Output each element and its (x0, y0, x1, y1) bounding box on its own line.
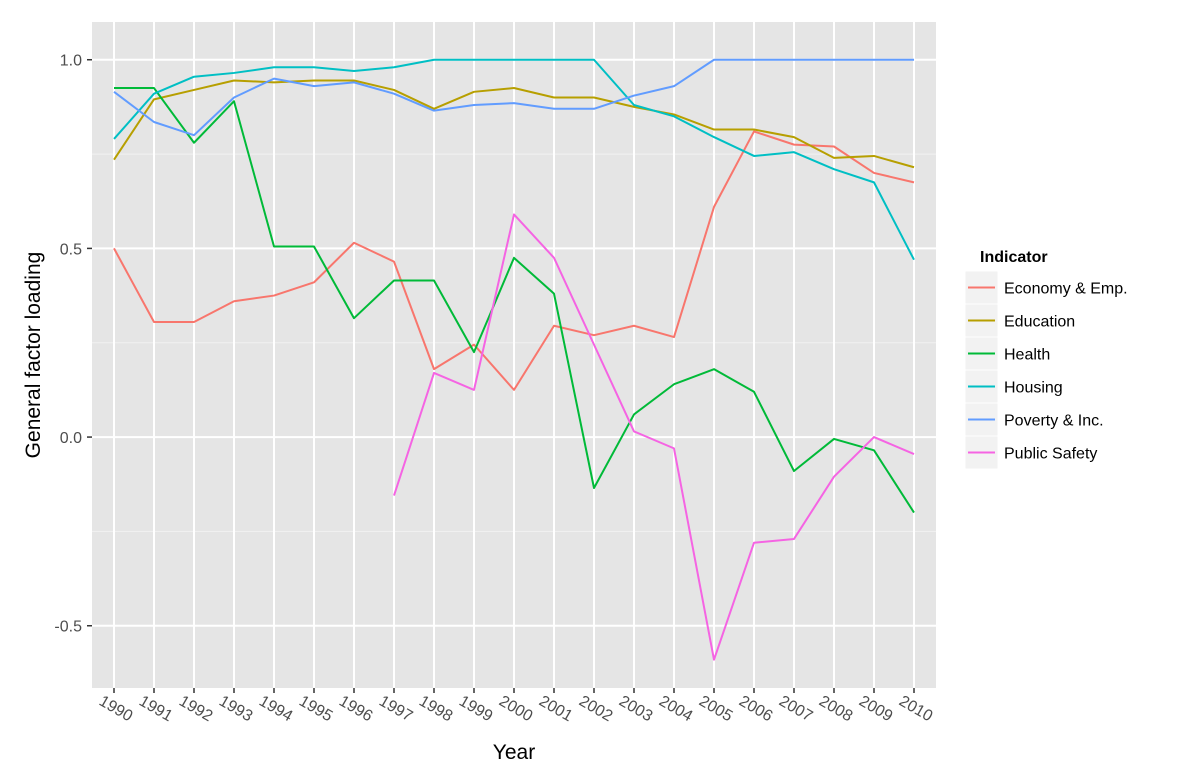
legend-label: Housing (1004, 380, 1063, 397)
y-tick-label: 0.0 (60, 430, 82, 447)
x-tick-label: 2002 (576, 693, 615, 726)
legend-label: Education (1004, 314, 1075, 331)
x-tick-label: 2005 (696, 693, 735, 726)
x-axis-ticks: 1990 1991 1992 1993 1994 1995 1996 1997 1998 1999… (96, 688, 935, 725)
legend-title: Indicator (980, 249, 1048, 266)
x-tick-label: 2000 (496, 693, 535, 726)
x-tick-label: 1993 (216, 693, 255, 726)
grid-lines (92, 22, 936, 688)
y-tick-label: -0.5 (54, 619, 82, 636)
x-tick-label: 1996 (336, 693, 375, 726)
legend-label: Economy & Emp. (1004, 281, 1128, 298)
y-tick-label: 0.5 (60, 241, 82, 258)
x-tick-label: 2007 (776, 693, 815, 726)
series-line-public-safety (393, 213, 915, 661)
x-tick-label: 2003 (616, 693, 655, 726)
x-tick-label: 2008 (816, 693, 855, 726)
x-tick-label: 2001 (536, 693, 575, 726)
x-tick-label: 2004 (656, 693, 695, 726)
series-line-economy-emp (113, 130, 915, 391)
x-tick-label: 1998 (416, 693, 455, 726)
x-tick-label: 1995 (296, 693, 335, 726)
legend-label: Poverty & Inc. (1004, 413, 1104, 430)
x-tick-label: 2009 (856, 693, 895, 726)
series-line-poverty-inc (113, 58, 914, 137)
x-tick-label: 1992 (176, 693, 215, 726)
legend: Indicator Economy & Emp. Education Health H… (964, 249, 1128, 470)
x-axis-title: Year (493, 741, 535, 764)
y-tick-label: 1.0 (60, 53, 82, 70)
series-line-health (114, 87, 915, 514)
x-tick-label: 1994 (256, 693, 295, 726)
x-tick-label: 2006 (736, 693, 775, 726)
legend-label: Health (1004, 347, 1050, 364)
y-axis-ticks: -0.5 0.0 0.5 1.0 (54, 53, 92, 636)
series-line-housing (113, 58, 915, 261)
x-tick-label: 2010 (896, 693, 935, 726)
series-lines (113, 58, 915, 661)
x-tick-label: 1990 (96, 693, 135, 726)
x-tick-label: 1997 (376, 693, 415, 726)
x-tick-label: 1991 (136, 693, 175, 726)
y-axis-title: General factor loading (22, 252, 45, 459)
legend-label: Public Safety (1004, 446, 1097, 463)
x-tick-label: 1999 (456, 693, 495, 726)
series-line-education (113, 79, 915, 169)
